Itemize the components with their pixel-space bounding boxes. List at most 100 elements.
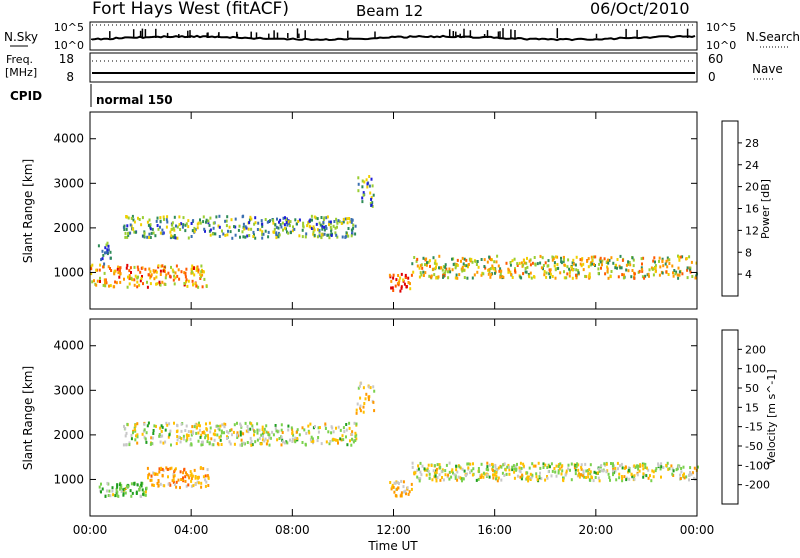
echo-cell bbox=[143, 422, 146, 426]
echo-cell bbox=[527, 479, 530, 483]
echo-cell bbox=[202, 475, 205, 479]
echo-cell bbox=[197, 481, 200, 485]
echo-cell bbox=[313, 233, 316, 237]
echo-cell bbox=[554, 268, 557, 272]
echo-cell bbox=[428, 259, 431, 263]
echo-cell bbox=[612, 462, 614, 466]
echo-cell bbox=[100, 482, 102, 486]
echo-cell bbox=[301, 235, 304, 239]
echo-cell bbox=[269, 219, 271, 223]
echo-cell bbox=[416, 257, 419, 261]
echo-cell bbox=[421, 464, 424, 468]
colorbar-tick-label: 100 bbox=[745, 363, 766, 376]
echo-cell bbox=[155, 270, 158, 274]
echo-cell bbox=[152, 471, 155, 475]
echo-cell bbox=[204, 434, 207, 438]
nave-tick-top: 60 bbox=[708, 52, 723, 66]
echo-cell bbox=[196, 425, 198, 429]
y-tick-label: 4000 bbox=[53, 132, 84, 146]
freq-tick-bottom: 8 bbox=[66, 70, 74, 84]
echo-cell bbox=[361, 185, 364, 189]
echo-cell bbox=[575, 255, 578, 259]
echo-cell bbox=[516, 462, 518, 466]
echo-cell bbox=[102, 253, 105, 257]
echo-cell bbox=[329, 440, 332, 443]
echo-cell bbox=[682, 465, 685, 469]
echo-cell bbox=[311, 437, 314, 441]
echo-cell bbox=[491, 465, 494, 469]
echo-cell bbox=[162, 231, 165, 235]
echo-cell bbox=[480, 462, 483, 466]
echo-cell bbox=[194, 476, 197, 480]
echo-cell bbox=[197, 270, 200, 274]
echo-cell bbox=[98, 268, 101, 272]
echo-cell bbox=[305, 431, 308, 435]
echo-cell bbox=[398, 281, 400, 285]
echo-cell bbox=[93, 279, 95, 283]
echo-cell bbox=[624, 465, 627, 469]
echo-cell bbox=[495, 471, 498, 474]
echo-cell bbox=[324, 225, 327, 228]
echo-cell bbox=[172, 478, 175, 482]
echo-cell bbox=[403, 282, 406, 286]
echo-cell bbox=[413, 471, 416, 475]
echo-cell bbox=[407, 281, 410, 285]
echo-cell bbox=[311, 218, 313, 222]
echo-cell bbox=[156, 224, 159, 227]
echo-cell bbox=[243, 442, 246, 446]
echo-cell bbox=[368, 385, 371, 389]
echo-cell bbox=[612, 473, 614, 477]
echo-cell bbox=[264, 437, 267, 441]
echo-cell bbox=[489, 258, 492, 262]
echo-cell bbox=[250, 443, 253, 447]
echo-cell bbox=[560, 260, 563, 264]
echo-cell bbox=[350, 220, 353, 224]
echo-cell bbox=[572, 258, 575, 262]
echo-cell bbox=[172, 270, 175, 274]
echo-cell bbox=[397, 274, 400, 277]
echo-cell bbox=[127, 233, 130, 237]
power-colorbar-label: Power [dB] bbox=[759, 179, 772, 239]
echo-cell bbox=[632, 264, 635, 268]
echo-cell bbox=[320, 442, 323, 446]
echo-cell bbox=[363, 180, 366, 184]
echo-cell bbox=[193, 226, 196, 230]
echo-cell bbox=[357, 176, 360, 180]
echo-cell bbox=[468, 257, 471, 261]
echo-cell bbox=[417, 464, 420, 468]
echo-cell bbox=[399, 289, 402, 293]
echo-cell bbox=[164, 276, 167, 280]
echo-cell bbox=[134, 429, 137, 433]
echo-cell bbox=[226, 435, 228, 439]
echo-cell bbox=[348, 217, 351, 220]
echo-cell bbox=[551, 275, 554, 278]
velocity-x-axis: 00:00 04:00 08:00 12:00 16:00 20:00 00:00 bbox=[73, 319, 714, 537]
echo-cell bbox=[405, 276, 407, 279]
echo-cell bbox=[173, 228, 176, 232]
echo-cell bbox=[620, 462, 623, 466]
echo-cell bbox=[312, 232, 315, 236]
echo-cell bbox=[348, 421, 351, 425]
echo-cell bbox=[336, 439, 339, 442]
echo-cell bbox=[140, 481, 143, 485]
echo-cell bbox=[161, 434, 164, 438]
echo-cell bbox=[323, 232, 326, 236]
echo-cell bbox=[242, 235, 245, 239]
echo-cell bbox=[191, 279, 194, 283]
echo-cell bbox=[200, 481, 203, 485]
echo-cell bbox=[248, 234, 251, 237]
echo-cell bbox=[178, 277, 181, 281]
echo-cell bbox=[327, 430, 330, 434]
echo-cell bbox=[136, 265, 139, 269]
echo-cell bbox=[520, 261, 523, 265]
echo-cell bbox=[351, 232, 354, 236]
echo-cell bbox=[604, 272, 607, 276]
echo-cell bbox=[542, 267, 544, 271]
echo-cell bbox=[647, 272, 650, 276]
echo-cell bbox=[176, 435, 179, 438]
echo-cell bbox=[499, 272, 502, 276]
echo-cell bbox=[101, 257, 104, 261]
echo-cell bbox=[438, 254, 441, 258]
echo-cell bbox=[205, 220, 207, 224]
echo-cell bbox=[494, 463, 497, 467]
